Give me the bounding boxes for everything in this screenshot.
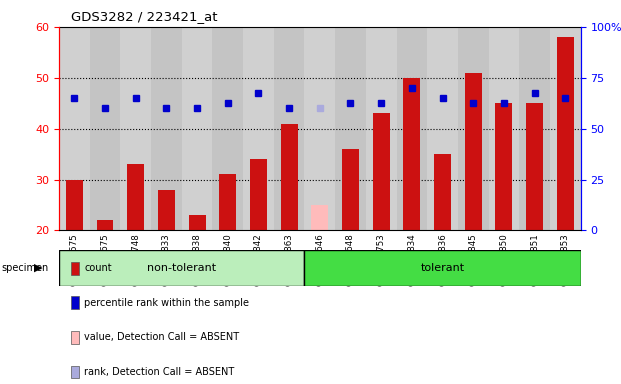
- Bar: [151, 27, 182, 230]
- Bar: [366, 27, 397, 230]
- Bar: [89, 27, 120, 230]
- Bar: [250, 159, 267, 230]
- Bar: [127, 164, 144, 230]
- Bar: [557, 37, 574, 230]
- Bar: [335, 27, 366, 230]
- Bar: [182, 27, 212, 230]
- Bar: [59, 250, 304, 286]
- Bar: [519, 27, 550, 230]
- Bar: [427, 27, 458, 230]
- Bar: [219, 174, 236, 230]
- Text: ▶: ▶: [34, 263, 43, 273]
- Bar: [311, 205, 329, 230]
- Bar: [66, 180, 83, 230]
- Bar: [458, 27, 489, 230]
- Text: percentile rank within the sample: percentile rank within the sample: [84, 298, 250, 308]
- Bar: [189, 215, 206, 230]
- Bar: [550, 27, 581, 230]
- Text: specimen: specimen: [1, 263, 48, 273]
- Bar: [342, 149, 359, 230]
- Bar: [97, 220, 114, 230]
- Bar: [373, 113, 389, 230]
- Bar: [489, 27, 519, 230]
- Text: tolerant: tolerant: [420, 263, 465, 273]
- Text: value, Detection Call = ABSENT: value, Detection Call = ABSENT: [84, 332, 240, 343]
- Text: rank, Detection Call = ABSENT: rank, Detection Call = ABSENT: [84, 367, 235, 377]
- Bar: [526, 103, 543, 230]
- Bar: [274, 27, 304, 230]
- Bar: [434, 154, 451, 230]
- Text: count: count: [84, 263, 112, 273]
- Bar: [496, 103, 512, 230]
- Bar: [243, 27, 274, 230]
- Bar: [404, 78, 420, 230]
- Text: GDS3282 / 223421_at: GDS3282 / 223421_at: [71, 10, 218, 23]
- Bar: [465, 73, 482, 230]
- Bar: [304, 27, 335, 230]
- Text: non-tolerant: non-tolerant: [147, 263, 216, 273]
- Bar: [59, 27, 89, 230]
- Bar: [158, 190, 175, 230]
- Bar: [212, 27, 243, 230]
- Bar: [304, 250, 581, 286]
- Bar: [397, 27, 427, 230]
- Bar: [120, 27, 151, 230]
- Bar: [281, 124, 297, 230]
